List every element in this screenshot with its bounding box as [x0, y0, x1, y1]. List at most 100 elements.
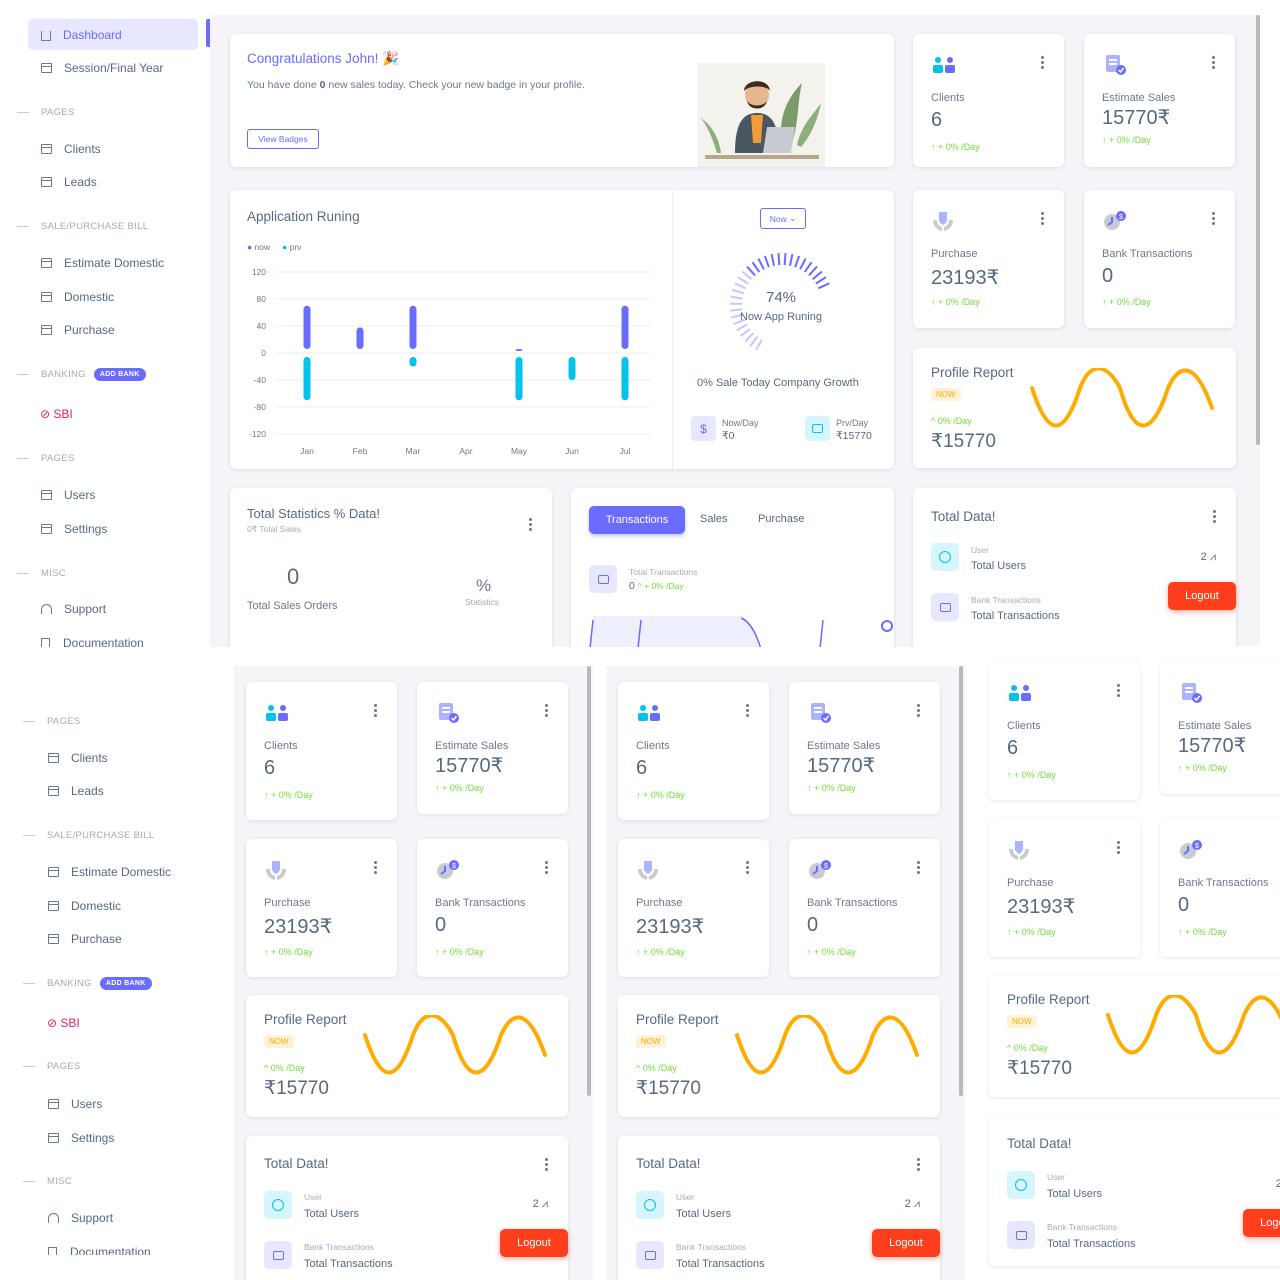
sidebar-item-estimate-domestic[interactable]: Estimate Domestic — [41, 253, 164, 273]
sidebar-item-settings[interactable]: Settings — [48, 1128, 114, 1148]
stat-label: Estimate Sales — [1178, 720, 1252, 732]
tab-purchase[interactable]: Purchase — [758, 513, 805, 525]
chart-divider — [672, 190, 673, 469]
view-badges-button[interactable]: View Badges — [247, 129, 319, 149]
application-chart-card: Application Runing ● now ● prv 120 80 40 0 -… — [230, 190, 894, 469]
sidebar-item-documentation[interactable]: Documentation — [48, 1242, 151, 1255]
bar-prv-mar[interactable] — [409, 357, 417, 367]
sidebar-item-users[interactable]: Users — [41, 485, 95, 505]
bar-prv-jun[interactable] — [568, 357, 576, 380]
sidebar-item-estimate-domestic[interactable]: Estimate Domestic — [48, 862, 171, 882]
more-options-icon[interactable] — [1041, 56, 1044, 69]
document-check-icon — [1106, 55, 1126, 75]
scrollbar-panel-2[interactable] — [959, 666, 963, 1096]
now-badge: NOW — [931, 388, 961, 401]
more-options-icon[interactable] — [1117, 684, 1120, 697]
more-options-icon[interactable] — [1041, 212, 1044, 225]
layout-icon — [48, 786, 59, 796]
tab-sales[interactable]: Sales — [700, 513, 728, 525]
sidebar-item-leads[interactable]: Leads — [41, 172, 97, 192]
stat-delta: ↑ + 0% /Day — [1178, 763, 1227, 773]
sidebar-item-clients[interactable]: Clients — [41, 139, 101, 159]
more-options-icon[interactable] — [545, 861, 548, 874]
sidebar-item-support[interactable]: Support — [48, 1208, 113, 1228]
stat-card-estimate-sales: Estimate Sales 15770₹ ↑ + 0% /Day — [1084, 34, 1235, 167]
total-transactions-label: Total Transactions — [1047, 1238, 1136, 1250]
x-tick-label: Feb — [353, 446, 368, 456]
gauge-tick — [820, 313, 833, 319]
more-options-icon[interactable] — [545, 704, 548, 717]
sidebar-item-sbi[interactable]: ⊘ SBI — [40, 407, 73, 421]
mobile-panel-3: Clients 6 ↑ + 0% /Day Estimate Sales 157… — [977, 646, 1280, 1280]
bar-chart: 120 80 40 0 -40 -80 -120 Jan Feb Mar Apr May Jun Jul — [249, 267, 650, 456]
logout-button[interactable]: Logout — [872, 1229, 940, 1257]
more-options-icon[interactable] — [917, 704, 920, 717]
x-tick-label: Jul — [620, 446, 631, 456]
logout-button[interactable]: Logout — [1243, 1209, 1280, 1237]
orders-value: 0 — [287, 564, 300, 589]
more-options-icon[interactable] — [1212, 212, 1215, 225]
stat-delta: ↑ + 0% /Day — [636, 947, 685, 957]
sidebar-item-purchase[interactable]: Purchase — [41, 320, 115, 340]
sidebar-item-documentation[interactable]: Documentation — [41, 633, 144, 647]
sidebar-item-dashboard[interactable]: Dashboard — [28, 19, 198, 50]
bar-now-may[interactable] — [515, 349, 523, 351]
scrollbar-panel-1[interactable] — [587, 666, 591, 1096]
sidebar-active-indicator — [206, 19, 210, 47]
stat-card-bank-transactions: $ Bank Transactions 0 ↑ + 0% /Day — [1160, 819, 1280, 957]
more-options-icon[interactable] — [1213, 510, 1216, 523]
tab-transactions[interactable]: Transactions — [589, 506, 685, 534]
bar-now-jul[interactable] — [621, 305, 629, 349]
more-options-icon[interactable] — [545, 1158, 548, 1171]
more-options-icon[interactable] — [529, 518, 532, 531]
sidebar-item-leads[interactable]: Leads — [48, 781, 104, 801]
y-tick-label: 0 — [261, 348, 266, 358]
bar-now-mar[interactable] — [409, 305, 417, 349]
sidebar-item-session[interactable]: Session/Final Year — [41, 58, 163, 78]
logout-button[interactable]: Logout — [1168, 582, 1236, 610]
sidebar-item-users[interactable]: Users — [48, 1094, 102, 1114]
stat-card-purchase: Purchase 23193₹ ↑ + 0% /Day — [913, 190, 1064, 328]
gauge-tick — [749, 336, 759, 347]
gauge-tick — [734, 282, 747, 290]
logout-button[interactable]: Logout — [500, 1229, 568, 1257]
period-dropdown[interactable]: Now ⌄ — [760, 208, 806, 229]
svg-text:$: $ — [452, 863, 456, 870]
sidebar-bottom: PAGES Clients Leads SALE/PURCHASE BILL E… — [0, 705, 217, 1255]
layout-icon — [41, 490, 52, 500]
sidebar-item-purchase[interactable]: Purchase — [48, 929, 122, 949]
sidebar-item-support[interactable]: Support — [41, 599, 106, 619]
x-tick-label: Mar — [406, 446, 421, 456]
more-options-icon[interactable] — [1212, 56, 1215, 69]
more-options-icon[interactable] — [746, 861, 749, 874]
gauge-tick — [741, 270, 753, 281]
more-options-icon[interactable] — [917, 861, 920, 874]
stat-card-bank-transactions: $ Bank Transactions 0 ↑ + 0% /Day — [417, 839, 568, 977]
bar-prv-jan[interactable] — [303, 357, 311, 401]
more-options-icon[interactable] — [746, 704, 749, 717]
bar-prv-jul[interactable] — [621, 357, 629, 401]
more-options-icon[interactable] — [917, 1158, 920, 1171]
section-bill: SALE/PURCHASE BILL — [23, 830, 154, 841]
add-bank-button[interactable]: ADD BANK — [99, 977, 152, 990]
layout-icon — [41, 524, 52, 534]
gauge-tick — [818, 318, 831, 326]
sidebar-item-clients[interactable]: Clients — [48, 748, 108, 768]
sidebar-item-settings[interactable]: Settings — [41, 519, 107, 539]
y-tick-label: -80 — [254, 402, 267, 412]
sidebar-item-domestic[interactable]: Domestic — [41, 287, 114, 307]
sidebar-item-sbi[interactable]: ⊘ SBI — [47, 1016, 80, 1030]
bar-prv-may[interactable] — [515, 357, 523, 401]
more-options-icon[interactable] — [374, 704, 377, 717]
sidebar-item-domestic[interactable]: Domestic — [48, 896, 121, 916]
stat-value: 15770₹ — [435, 755, 504, 777]
y-tick-label: 120 — [252, 267, 266, 277]
bar-now-feb[interactable] — [356, 327, 364, 349]
more-options-icon[interactable] — [1117, 841, 1120, 854]
more-options-icon[interactable] — [374, 861, 377, 874]
stat-label: Purchase — [264, 897, 311, 909]
scrollbar-top[interactable] — [1256, 15, 1260, 445]
add-bank-button[interactable]: ADD BANK — [93, 368, 146, 381]
bar-now-jan[interactable] — [303, 305, 311, 349]
total-stats-title: Total Statistics % Data! — [247, 506, 380, 521]
